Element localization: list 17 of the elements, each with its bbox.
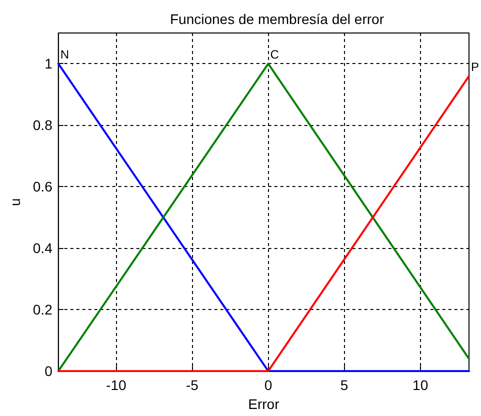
series-label: C: [270, 48, 280, 62]
y-tick-label: 0: [44, 363, 53, 380]
series-label: N: [60, 48, 70, 62]
y-tick-label: 1: [44, 56, 53, 72]
x-tick-label: 0: [264, 377, 272, 394]
x-tick-label: 10: [412, 377, 428, 394]
x-tick-label: -5: [186, 377, 199, 394]
x-tick-label: -10: [106, 377, 126, 394]
chart-title: Funciones de membresía del error: [170, 11, 384, 27]
y-tick-label: 0.2: [32, 302, 53, 318]
series-label: P: [471, 60, 480, 74]
x-axis-title: Error: [248, 396, 280, 412]
y-axis-title: u: [7, 198, 23, 206]
y-tick-label: 0.6: [32, 178, 53, 195]
x-tick-label: 5: [340, 377, 348, 394]
y-tick-label: 0.4: [32, 240, 53, 256]
y-tick-label: 0.8: [32, 117, 53, 134]
